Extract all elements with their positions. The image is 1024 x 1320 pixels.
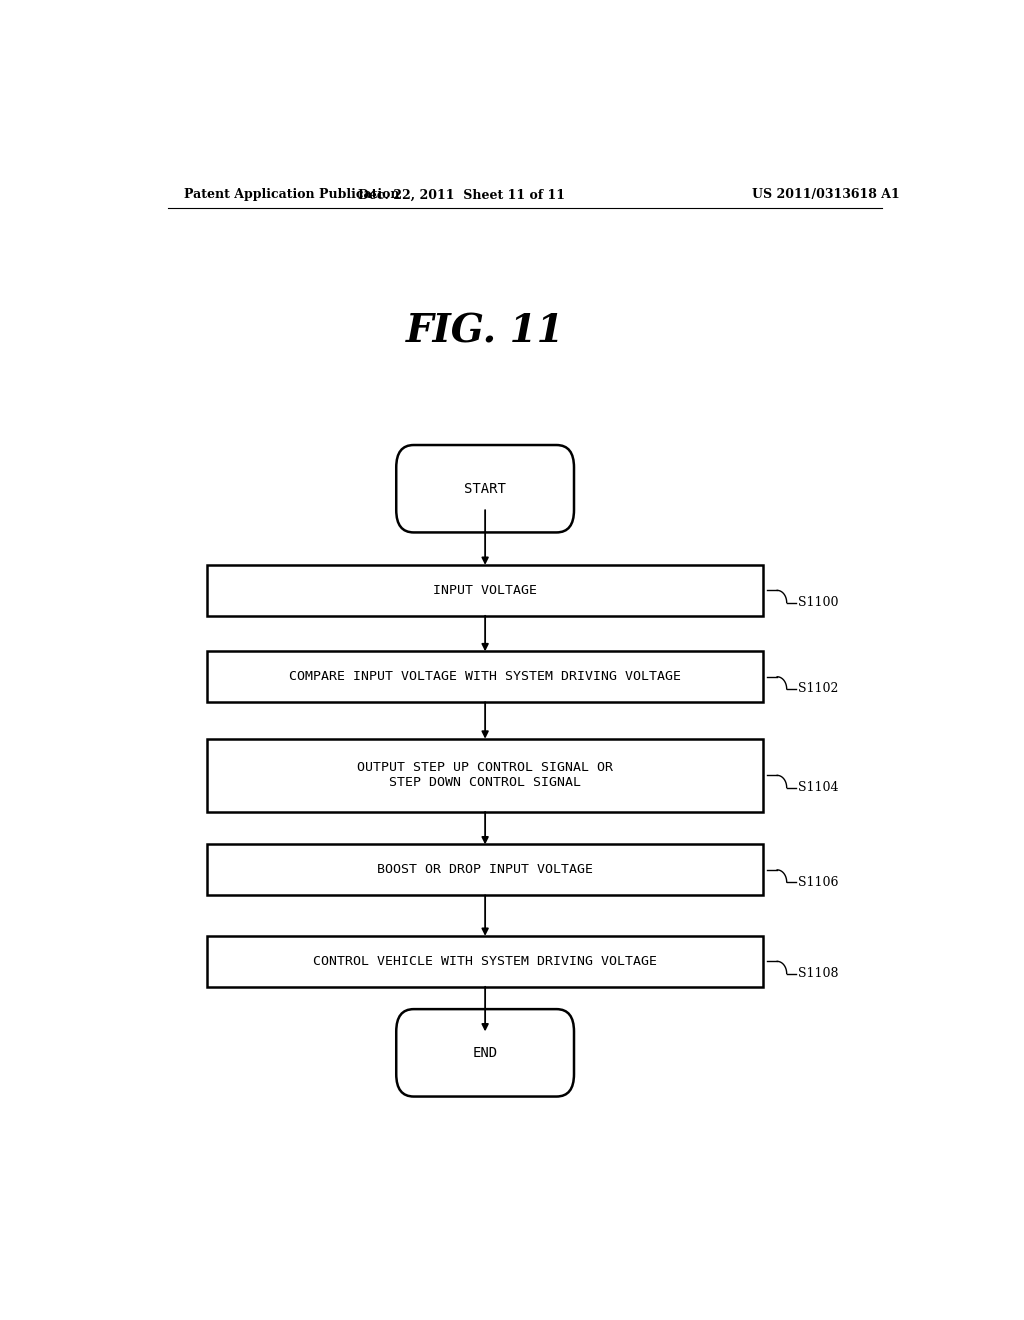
- Text: FIG. 11: FIG. 11: [406, 313, 564, 350]
- FancyBboxPatch shape: [396, 1008, 574, 1097]
- Text: Patent Application Publication: Patent Application Publication: [183, 189, 399, 202]
- Text: S1106: S1106: [798, 875, 839, 888]
- Text: BOOST OR DROP INPUT VOLTAGE: BOOST OR DROP INPUT VOLTAGE: [377, 863, 593, 876]
- Text: START: START: [464, 482, 506, 496]
- Text: END: END: [472, 1045, 498, 1060]
- Text: COMPARE INPUT VOLTAGE WITH SYSTEM DRIVING VOLTAGE: COMPARE INPUT VOLTAGE WITH SYSTEM DRIVIN…: [289, 671, 681, 684]
- Bar: [207, 651, 763, 702]
- Text: INPUT VOLTAGE: INPUT VOLTAGE: [433, 583, 538, 597]
- Text: CONTROL VEHICLE WITH SYSTEM DRIVING VOLTAGE: CONTROL VEHICLE WITH SYSTEM DRIVING VOLT…: [313, 954, 657, 968]
- Bar: [207, 739, 763, 812]
- Bar: [207, 936, 763, 987]
- Text: S1104: S1104: [798, 781, 839, 795]
- Text: S1102: S1102: [798, 682, 839, 696]
- Text: US 2011/0313618 A1: US 2011/0313618 A1: [753, 189, 900, 202]
- Bar: [207, 565, 763, 616]
- Bar: [207, 845, 763, 895]
- Text: S1108: S1108: [798, 968, 839, 979]
- Text: S1100: S1100: [798, 597, 839, 609]
- FancyBboxPatch shape: [396, 445, 574, 532]
- Text: Dec. 22, 2011  Sheet 11 of 11: Dec. 22, 2011 Sheet 11 of 11: [357, 189, 565, 202]
- Text: OUTPUT STEP UP CONTROL SIGNAL OR
STEP DOWN CONTROL SIGNAL: OUTPUT STEP UP CONTROL SIGNAL OR STEP DO…: [357, 762, 613, 789]
